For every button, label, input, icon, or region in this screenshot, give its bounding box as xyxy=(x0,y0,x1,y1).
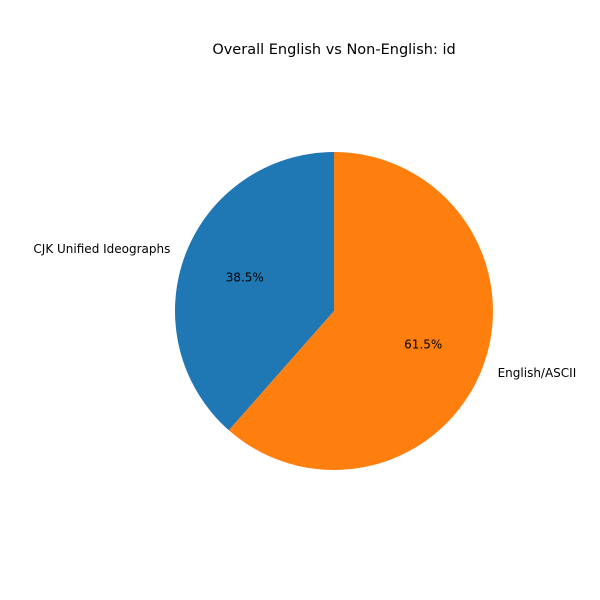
pie-slice-0 xyxy=(174,152,334,431)
slice-value-label-0: 38.5% xyxy=(226,270,264,284)
pie-slices xyxy=(174,152,493,470)
chart-title: Overall English vs Non-English: id xyxy=(212,42,455,58)
pie-labels: CJK Unified Ideographs 38.5% English/ASCII… xyxy=(33,242,576,380)
pie-slice-1 xyxy=(228,152,493,470)
slice-label-1: English/ASCII xyxy=(498,366,577,380)
slice-label-0: CJK Unified Ideographs xyxy=(33,242,170,256)
slice-value-label-1: 61.5% xyxy=(404,338,442,352)
